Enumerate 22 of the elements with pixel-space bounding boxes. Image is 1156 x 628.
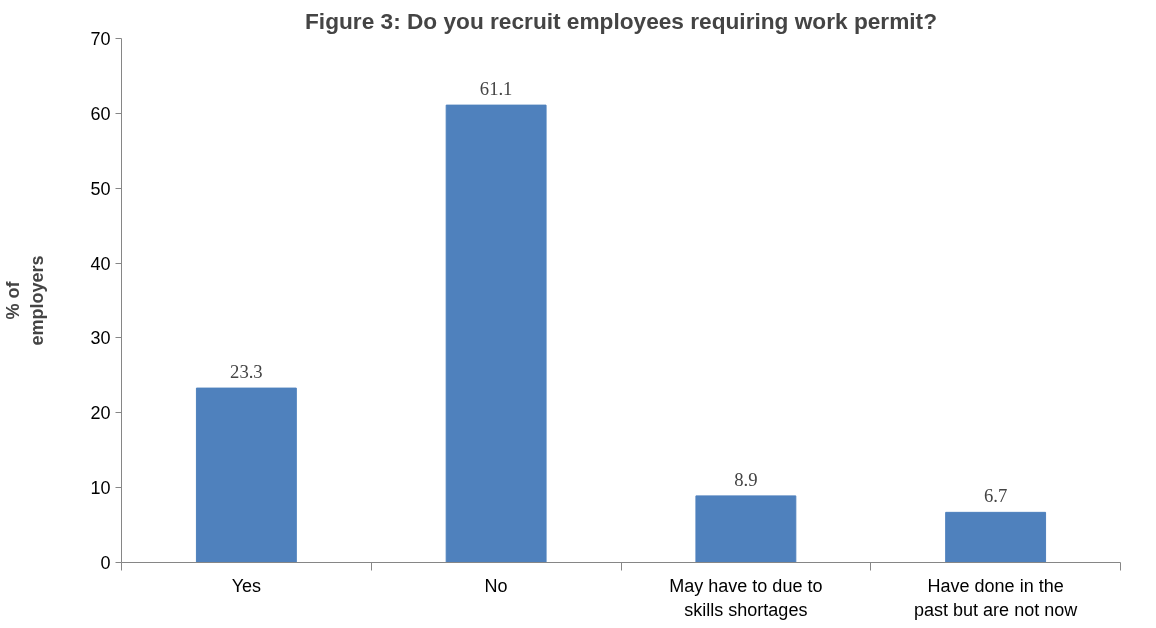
bar: [945, 511, 1047, 563]
data-label: 23.3: [230, 361, 263, 383]
y-axis-title: % of employers: [3, 255, 48, 346]
chart-title: Figure 3: Do you recruit employees requiring work permit?: [305, 7, 938, 34]
x-tick-label: Have done in the past but are not now: [914, 575, 1079, 620]
bar: [195, 387, 297, 563]
x-tick-label: Yes: [231, 575, 262, 596]
data-label: 61.1: [479, 78, 513, 100]
data-label: 6.7: [983, 485, 1008, 507]
x-tick-label: May have to due to skills shortages: [669, 575, 823, 620]
y-tick-label: 70: [90, 29, 111, 49]
data-label: 8.9: [734, 468, 758, 490]
y-tick-label: 60: [90, 103, 111, 124]
y-tick-label: 10: [90, 478, 111, 499]
bar: [695, 495, 797, 563]
x-tick-label: No: [484, 575, 508, 596]
bar: [445, 104, 547, 563]
y-tick-label: 20: [90, 403, 111, 424]
y-tick-label: 40: [90, 253, 111, 274]
y-tick-label: 30: [90, 328, 111, 349]
y-tick-label: 0: [100, 553, 111, 573]
y-tick-label: 50: [90, 178, 111, 199]
